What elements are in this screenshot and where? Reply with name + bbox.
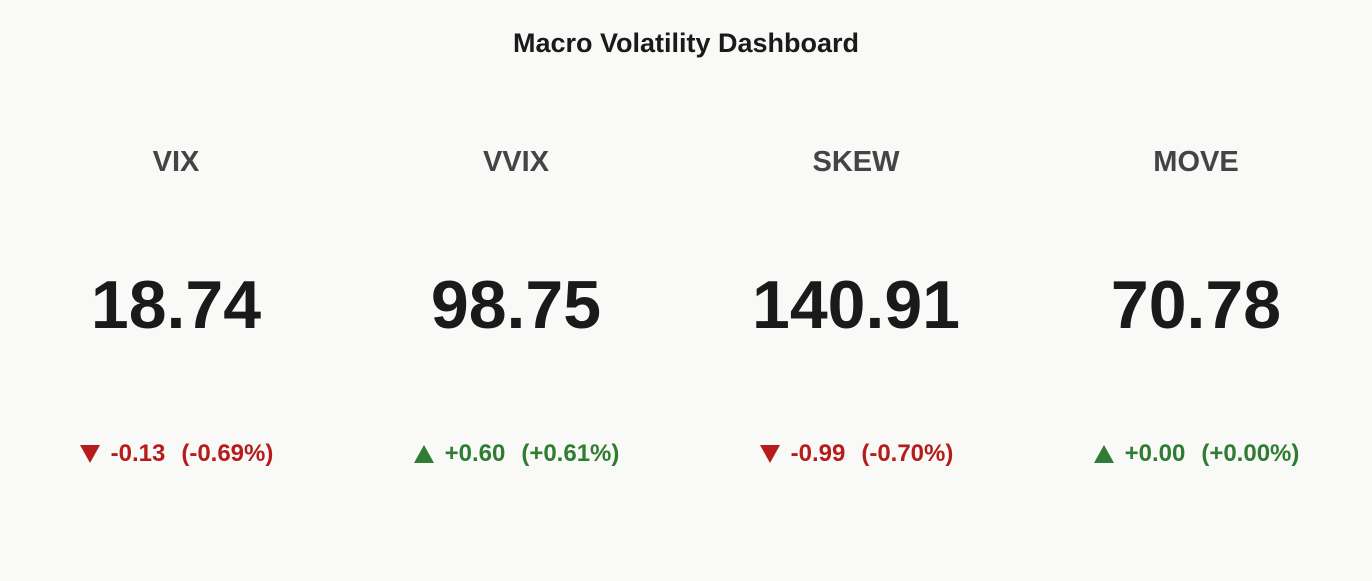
kpi-value: 18.74 bbox=[90, 267, 262, 343]
kpi-delta: -0.13 (-0.69%) bbox=[6, 440, 346, 468]
kpi-change-pct: (+0.61%) bbox=[521, 440, 620, 467]
kpi-delta: +0.60 (+0.61%) bbox=[346, 440, 686, 468]
kpi-delta: +0.00 (+0.00%) bbox=[1026, 440, 1366, 468]
card-row: VIX 18.74 -0.13 (-0.69%) VVIX 98.75 +0.60 (+0.6… bbox=[6, 0, 1366, 581]
trend-arrow bbox=[1093, 445, 1114, 463]
kpi-change: -0.99 bbox=[790, 440, 846, 467]
kpi-card: MOVE 70.78 +0.00 (+0.00%) bbox=[1026, 0, 1366, 581]
kpi-change-pct: (-0.69%) bbox=[181, 440, 274, 467]
kpi-delta: -0.99 (-0.70%) bbox=[686, 440, 1026, 468]
kpi-card: SKEW 140.91 -0.99 (-0.70%) bbox=[686, 0, 1026, 581]
kpi-label: VVIX bbox=[482, 146, 550, 178]
kpi-card: VVIX 98.75 +0.60 (+0.61%) bbox=[346, 0, 686, 581]
trend-arrow bbox=[759, 445, 780, 463]
kpi-change: +0.60 bbox=[444, 440, 506, 467]
trend-triangle bbox=[413, 445, 434, 463]
kpi-value: 140.91 bbox=[752, 267, 960, 343]
kpi-value: 98.75 bbox=[430, 267, 602, 343]
trend-triangle bbox=[759, 445, 780, 463]
dashboard-title: Macro Volatility Dashboard bbox=[512, 28, 860, 58]
kpi-label: SKEW bbox=[812, 146, 900, 178]
kpi-label: MOVE bbox=[1153, 146, 1239, 178]
trend-triangle bbox=[79, 445, 100, 463]
trend-arrow bbox=[413, 445, 434, 463]
kpi-change: +0.00 bbox=[1124, 440, 1186, 467]
kpi-card: VIX 18.74 -0.13 (-0.69%) bbox=[6, 0, 346, 581]
kpi-change-pct: (+0.00%) bbox=[1201, 440, 1300, 467]
kpi-change: -0.13 bbox=[110, 440, 166, 467]
kpi-change-pct: (-0.70%) bbox=[861, 440, 954, 467]
kpi-value: 70.78 bbox=[1110, 267, 1282, 343]
kpi-label: VIX bbox=[152, 146, 200, 178]
trend-triangle bbox=[1093, 445, 1114, 463]
trend-arrow bbox=[79, 445, 100, 463]
